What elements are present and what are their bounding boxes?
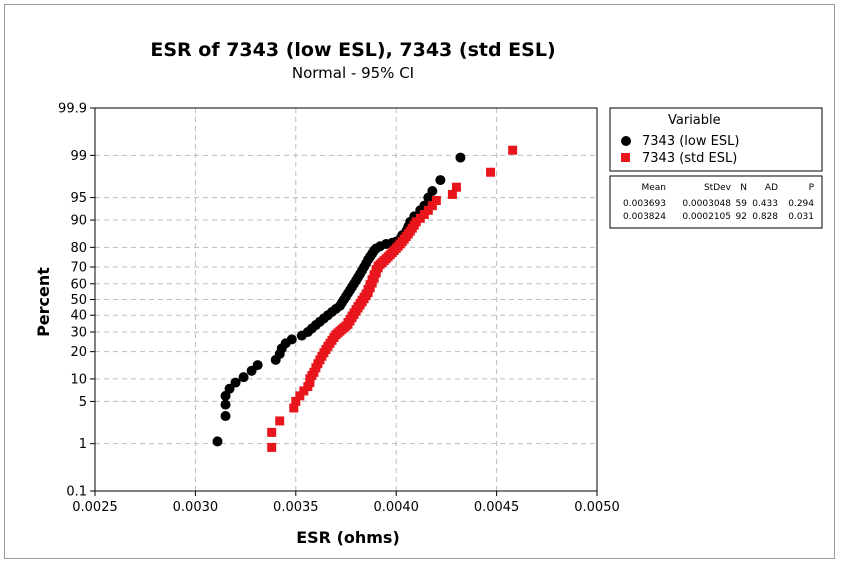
y-tick-label: 60	[70, 277, 87, 292]
y-tick-label: 30	[70, 325, 87, 340]
stats-header-stdev: StDev	[704, 183, 732, 193]
data-point	[427, 201, 437, 211]
data-point	[252, 360, 263, 371]
stats-cell: 0.003824	[623, 212, 666, 222]
series-low-esl	[212, 152, 466, 447]
chart-subtitle: Normal - 95% CI	[292, 64, 414, 82]
y-tick-label: 10	[70, 372, 87, 387]
legend-title: Variable	[668, 113, 721, 128]
stats-table: Mean StDev N AD P 0.003693 0.0003048 59 …	[609, 175, 823, 229]
data-point	[508, 145, 518, 155]
y-tick-label: 1	[79, 437, 87, 452]
y-tick-label: 20	[70, 345, 87, 360]
x-tick-label: 0.0040	[373, 500, 419, 515]
data-point	[224, 383, 235, 394]
data-point	[286, 334, 297, 345]
y-tick-label: 50	[70, 293, 87, 308]
data-point	[295, 391, 305, 401]
stats-cell: 0.0002105	[682, 212, 731, 222]
data-point	[427, 186, 438, 197]
legend-box	[609, 107, 823, 172]
legend: Variable 7343 (low ESL) 7343 (std ESL)	[609, 107, 823, 172]
data-point	[238, 372, 249, 383]
stats-cell: 59	[736, 199, 748, 209]
y-tick-label: 80	[70, 241, 87, 256]
stats-header-n: N	[740, 183, 747, 193]
y-tick-label: 99.9	[58, 102, 87, 117]
plot-area: 0.0025 0.0030 0.0035 0.0040 0.0045 0.0050 0.1 1…	[58, 102, 620, 516]
data-points	[212, 145, 518, 452]
stats-header-ad: AD	[765, 183, 778, 193]
data-point	[220, 411, 231, 422]
stats-cell: 0.031	[788, 212, 814, 222]
stats-header-p: P	[809, 183, 815, 193]
plot-border	[94, 107, 598, 492]
legend-marker-std-esl	[621, 153, 630, 162]
chart-title: ESR of 7343 (low ESL), 7343 (std ESL)	[150, 39, 555, 61]
x-tick-label: 0.0035	[273, 500, 319, 515]
ticks: 0.0025 0.0030 0.0035 0.0040 0.0045 0.0050 0.1 1…	[58, 102, 620, 516]
x-tick-label: 0.0030	[173, 500, 219, 515]
data-point	[275, 416, 285, 426]
x-tick-label: 0.0050	[574, 500, 620, 515]
series-std-esl	[267, 145, 518, 452]
y-tick-label: 40	[70, 309, 87, 324]
data-point	[212, 436, 223, 447]
stats-cell: 0.003693	[623, 199, 666, 209]
legend-marker-low-esl	[621, 136, 631, 146]
legend-entry-low-esl: 7343 (low ESL)	[642, 134, 739, 149]
data-point	[486, 167, 496, 177]
data-point	[220, 399, 231, 410]
data-point	[291, 396, 301, 406]
stats-box	[609, 175, 823, 229]
y-tick-label: 70	[70, 261, 87, 276]
y-tick-label: 95	[70, 191, 87, 206]
data-point	[447, 189, 457, 199]
stats-cell: 0.0003048	[682, 199, 731, 209]
data-point	[267, 442, 277, 452]
x-axis-label: ESR (ohms)	[296, 528, 400, 547]
y-tick-label: 5	[79, 395, 87, 410]
x-tick-label: 0.0045	[474, 500, 520, 515]
y-tick-label: 0.1	[66, 485, 87, 500]
data-point	[451, 182, 461, 192]
data-point	[455, 152, 466, 163]
y-tick-label: 99	[70, 149, 87, 164]
data-point	[431, 195, 441, 205]
stats-cell: 0.828	[752, 212, 778, 222]
y-axis-label: Percent	[34, 267, 53, 337]
data-point	[230, 377, 241, 388]
data-point	[289, 403, 299, 413]
data-point	[435, 175, 446, 186]
stats-header-mean: Mean	[641, 183, 666, 193]
stats-cell: 92	[736, 212, 747, 222]
legend-entry-std-esl: 7343 (std ESL)	[642, 151, 737, 166]
stats-cell: 0.294	[788, 199, 814, 209]
y-tick-label: 90	[70, 214, 87, 229]
x-tick-label: 0.0025	[72, 500, 118, 515]
data-point	[267, 427, 277, 437]
stats-cell: 0.433	[752, 199, 778, 209]
data-point	[423, 205, 433, 215]
